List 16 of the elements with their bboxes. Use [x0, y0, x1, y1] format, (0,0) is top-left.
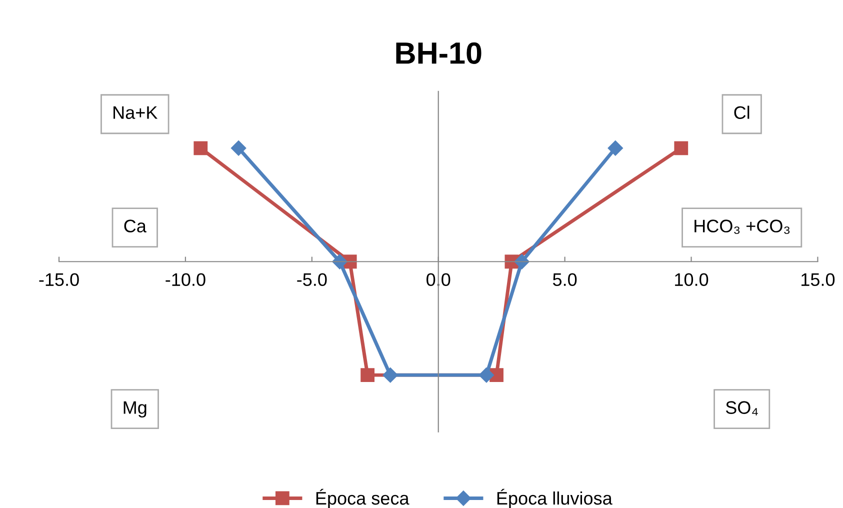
- text: SO₄: [726, 401, 758, 416]
- chart-title: BH-10: [396, 42, 482, 64]
- text: Cl: [734, 106, 750, 119]
- legend-label: Época lluviosa: [497, 488, 612, 508]
- text: Mg: [124, 401, 146, 418]
- text: Na+K: [114, 106, 158, 119]
- annotation: Ca: [124, 220, 146, 232]
- annotation: HCO₃ +CO₃: [694, 220, 790, 234]
- x-tick-label: -15.0: [39, 273, 79, 286]
- x-tick-label: 10.0: [675, 273, 708, 286]
- x-tick-label: 5.0: [552, 273, 577, 286]
- x-tick-label: -5.0: [297, 273, 327, 286]
- legend-label: Época seca: [316, 488, 410, 508]
- x-tick-label: -10.0: [166, 273, 206, 286]
- x-tick-label: 0.0: [426, 273, 450, 286]
- x-tick-label: 15.0: [802, 273, 835, 286]
